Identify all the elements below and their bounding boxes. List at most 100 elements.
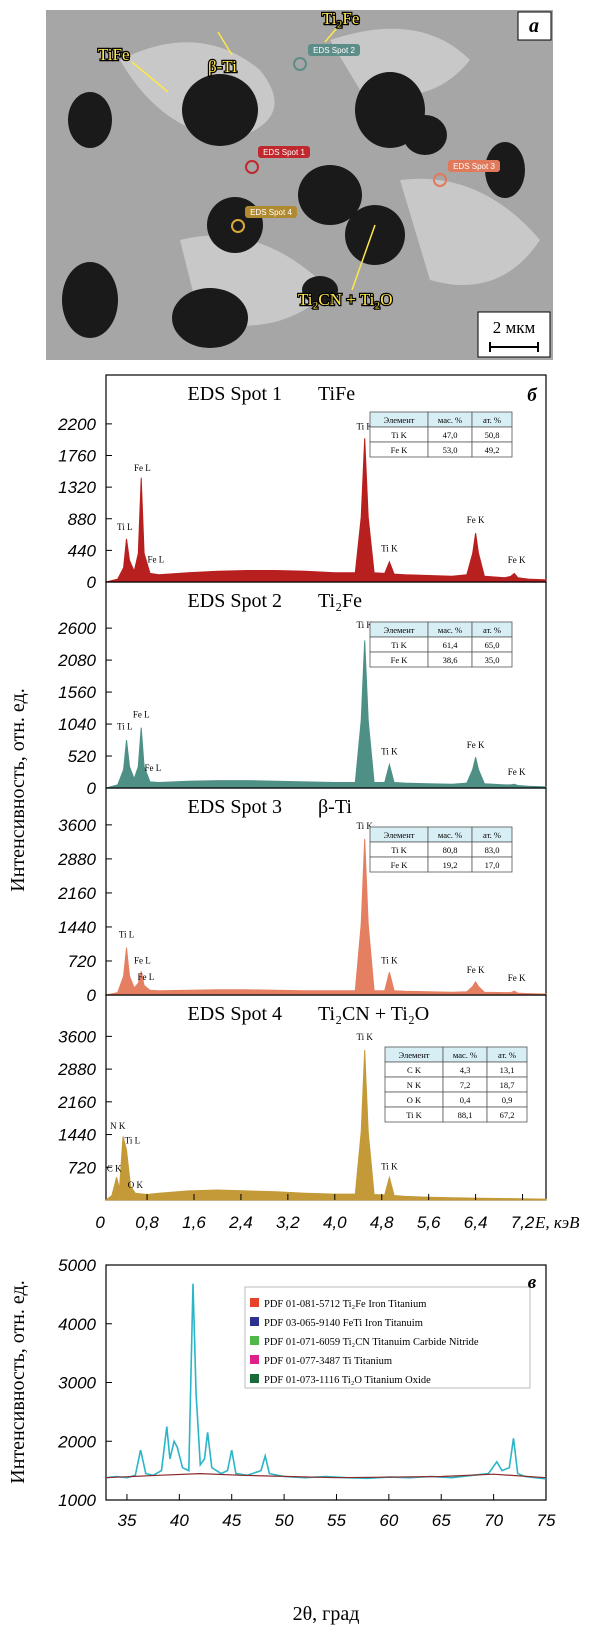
table-text: 7,2: [460, 1080, 471, 1090]
x-tick-label: 75: [537, 1511, 556, 1530]
particle: [403, 115, 447, 155]
y-axis-label: Интенсивность, отн. ед.: [7, 1280, 29, 1483]
table-header: Элемент: [384, 625, 415, 635]
peak-label: Ti L: [125, 1135, 140, 1145]
peak-label: Fe K: [508, 555, 526, 565]
y-tick-label: 2160: [57, 1093, 96, 1112]
y-tick-label: 0: [87, 986, 97, 1005]
particle: [485, 142, 525, 198]
micrograph: TiFe β-Ti Ti₂Fe Ti₂CN + Ti₂O EDS Spot 1 …: [46, 8, 553, 360]
table-text: 88,1: [458, 1110, 473, 1120]
table-cell: [486, 1106, 528, 1123]
panel-label: б: [527, 385, 538, 406]
y-tick-label: 3000: [58, 1374, 96, 1393]
x-tick-label: 55: [327, 1511, 346, 1530]
particle: [68, 92, 112, 148]
x-tick-label: 35: [117, 1511, 136, 1530]
table-text: 17,0: [485, 860, 500, 870]
particle: [345, 205, 405, 265]
table-text: 83,0: [485, 845, 500, 855]
table-text: 67,2: [500, 1110, 515, 1120]
spot-label: EDS Spot 3: [453, 162, 495, 171]
table-text: Ti K: [391, 430, 407, 440]
x-tick-label: 70: [484, 1511, 503, 1530]
table-text: 0,4: [460, 1095, 471, 1105]
spot-marker: [231, 219, 245, 233]
x-tick-label: 45: [222, 1511, 241, 1530]
pointer-lines: [131, 21, 376, 291]
table-cell: [471, 651, 513, 668]
x-tick-label: 7,2: [511, 1213, 535, 1232]
legend-swatch: [250, 1317, 259, 1326]
x-tick-label: 4,0: [323, 1213, 347, 1232]
table-text: Fe K: [391, 860, 409, 870]
legend-label: PDF 03-065-9140 FeTi Iron Titanuim: [264, 1318, 423, 1329]
phase-label: TiFe: [98, 45, 130, 64]
peak-label: Ti L: [117, 522, 132, 532]
legend-label: PDF 01-073-1116 Ti₂O Titanium Oxide: [264, 1375, 431, 1386]
panel-subtitle: TiFe: [318, 383, 355, 405]
table-text: 49,2: [485, 445, 500, 455]
peak-label: Fe K: [467, 515, 485, 525]
peak-label: Ti L: [117, 722, 132, 732]
table-text: 18,7: [500, 1080, 515, 1090]
peak-label: Fe K: [508, 973, 526, 983]
table-text: 50,8: [485, 430, 500, 440]
peak-label: C K: [107, 1164, 122, 1174]
table-text: 47,0: [443, 430, 458, 440]
peak-label: Ti K: [381, 956, 398, 966]
legend-label: PDF 01-071-6059 Ti₂CN Titanuim Carbide N…: [264, 1337, 479, 1348]
panel-label: в: [528, 1272, 537, 1293]
peak-label: Ti K: [357, 1032, 374, 1042]
y-tick-label: 1560: [58, 683, 96, 702]
panel-title: EDS Spot 4: [188, 1003, 282, 1025]
y-tick-label: 1000: [58, 1491, 96, 1510]
y-tick-label: 2000: [57, 1432, 96, 1451]
table-text: O K: [407, 1095, 422, 1105]
table-text: Ti K: [391, 640, 407, 650]
y-tick-label: 2160: [57, 884, 96, 903]
table-text: 80,8: [443, 845, 458, 855]
particle: [62, 262, 118, 338]
spectrum: [105, 438, 547, 583]
phase-label: β-Ti: [208, 57, 237, 76]
x-tick-label: 2,4: [228, 1213, 253, 1232]
peak-label: Fe L: [145, 763, 162, 773]
spot-label: EDS Spot 4: [250, 208, 292, 217]
particle: [302, 276, 338, 304]
y-tick-label: 720: [68, 952, 97, 971]
y-tick-label: 440: [68, 541, 97, 560]
spot-tag: [245, 206, 297, 218]
phase-label: Ti₂CN + Ti₂O: [298, 290, 393, 309]
peak-label: Fe L: [138, 972, 155, 982]
y-tick-label: 3600: [58, 1027, 96, 1046]
plot-frame: [105, 787, 547, 996]
spot-label: EDS Spot 1: [263, 148, 305, 157]
y-tick-label: 3600: [58, 816, 96, 835]
panel-subtitle: Ti₂Fe: [318, 590, 362, 612]
y-tick-label: 1040: [58, 715, 96, 734]
panel-label: а: [529, 15, 539, 37]
table-text: Fe K: [391, 655, 409, 665]
phase-label: Ti₂Fe: [322, 9, 359, 28]
peak-label: Fe L: [134, 463, 151, 473]
y-tick-label: 2880: [57, 1060, 96, 1079]
legend-swatch: [250, 1374, 259, 1383]
y-tick-label: 2880: [57, 850, 96, 869]
table-cell: [471, 441, 513, 458]
scale-bar: [489, 342, 539, 352]
peak-label: Fe L: [147, 554, 164, 564]
table-header: Элемент: [384, 830, 415, 840]
spot-tag: [448, 160, 500, 172]
xrd-line: [105, 1472, 547, 1479]
table-text: Ti K: [406, 1110, 422, 1120]
table-header: мас. %: [438, 415, 462, 425]
y-tick-label: 2080: [57, 651, 96, 670]
legend-swatch: [250, 1336, 259, 1345]
panel-title: EDS Spot 3: [188, 796, 282, 818]
peak-label: Ti K: [357, 821, 374, 831]
table-text: 38,6: [443, 655, 458, 665]
table-header: ат. %: [498, 1050, 516, 1060]
table-text: 35,0: [485, 655, 500, 665]
